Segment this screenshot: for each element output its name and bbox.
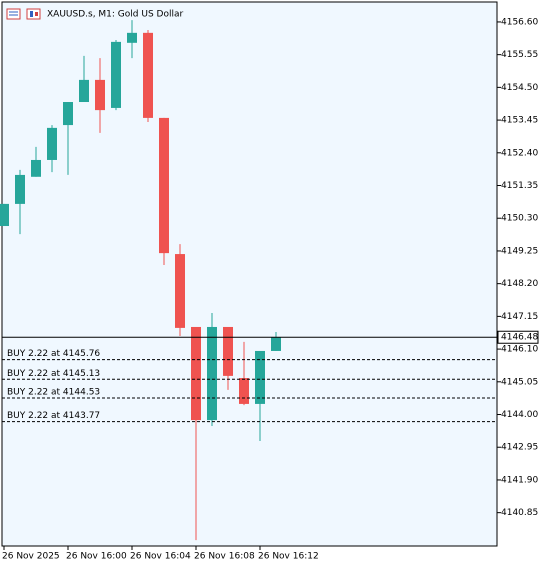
icon	[26, 8, 41, 20]
candle-body	[111, 41, 121, 108]
candle-body	[0, 203, 9, 227]
candle-body	[15, 174, 25, 204]
candle-body	[175, 254, 185, 328]
y-tick-label: 4144.00	[501, 410, 538, 420]
chart-title: XAUUSD.s, M1: Gold US Dollar	[47, 10, 183, 20]
candle-body	[207, 326, 217, 421]
candle-body	[63, 102, 73, 126]
current-price-label: 4146.48	[501, 333, 538, 343]
candle-body	[79, 79, 89, 103]
y-tick-label: 4156.60	[501, 17, 538, 27]
plot-area	[1, 1, 498, 547]
y-tick-label: 4152.40	[501, 148, 538, 158]
y-tick-label: 4155.55	[501, 50, 538, 60]
candle-body	[223, 326, 233, 376]
y-tick-label: 4145.05	[501, 377, 538, 387]
x-tick-label: 26 Nov 16:12	[258, 552, 319, 562]
candle-body	[255, 350, 265, 404]
x-tick-label: 26 Nov 16:04	[130, 552, 191, 562]
y-tick-label: 4150.30	[501, 214, 538, 224]
y-tick-label: 4147.15	[501, 312, 538, 322]
icon	[35, 12, 38, 16]
candle-body	[239, 378, 249, 404]
candle-body	[47, 127, 57, 160]
x-tick-label: 26 Nov 2025	[2, 552, 60, 562]
order-label: BUY 2.22 at 4145.13	[7, 369, 100, 379]
x-tick-label: 26 Nov 16:00	[66, 552, 127, 562]
current-price-box	[497, 330, 539, 344]
icon	[30, 11, 33, 17]
toolbar-icons	[6, 8, 41, 20]
y-tick-label: 4149.25	[501, 246, 538, 256]
order-label: BUY 2.22 at 4145.76	[7, 349, 100, 359]
candle-body	[143, 32, 153, 118]
y-tick-label: 4146.10	[501, 345, 538, 355]
candle-body	[95, 79, 105, 111]
icon	[6, 8, 21, 20]
candle-body	[31, 159, 41, 177]
y-tick-label: 4153.45	[501, 116, 538, 126]
candle-body	[159, 117, 169, 254]
order-label: BUY 2.22 at 4144.53	[7, 388, 100, 398]
y-tick-label: 4141.90	[501, 475, 538, 485]
y-tick-label: 4142.95	[501, 443, 538, 453]
candle-body	[191, 326, 201, 421]
candle-body	[127, 32, 137, 43]
y-tick-label: 4151.35	[501, 181, 538, 191]
y-tick-label: 4154.50	[501, 83, 538, 93]
order-label: BUY 2.22 at 4143.77	[7, 411, 100, 421]
candle-body	[271, 337, 281, 351]
y-tick-label: 4140.85	[501, 508, 538, 518]
y-tick-label: 4148.20	[501, 279, 538, 289]
x-tick-label: 26 Nov 16:08	[194, 552, 255, 562]
